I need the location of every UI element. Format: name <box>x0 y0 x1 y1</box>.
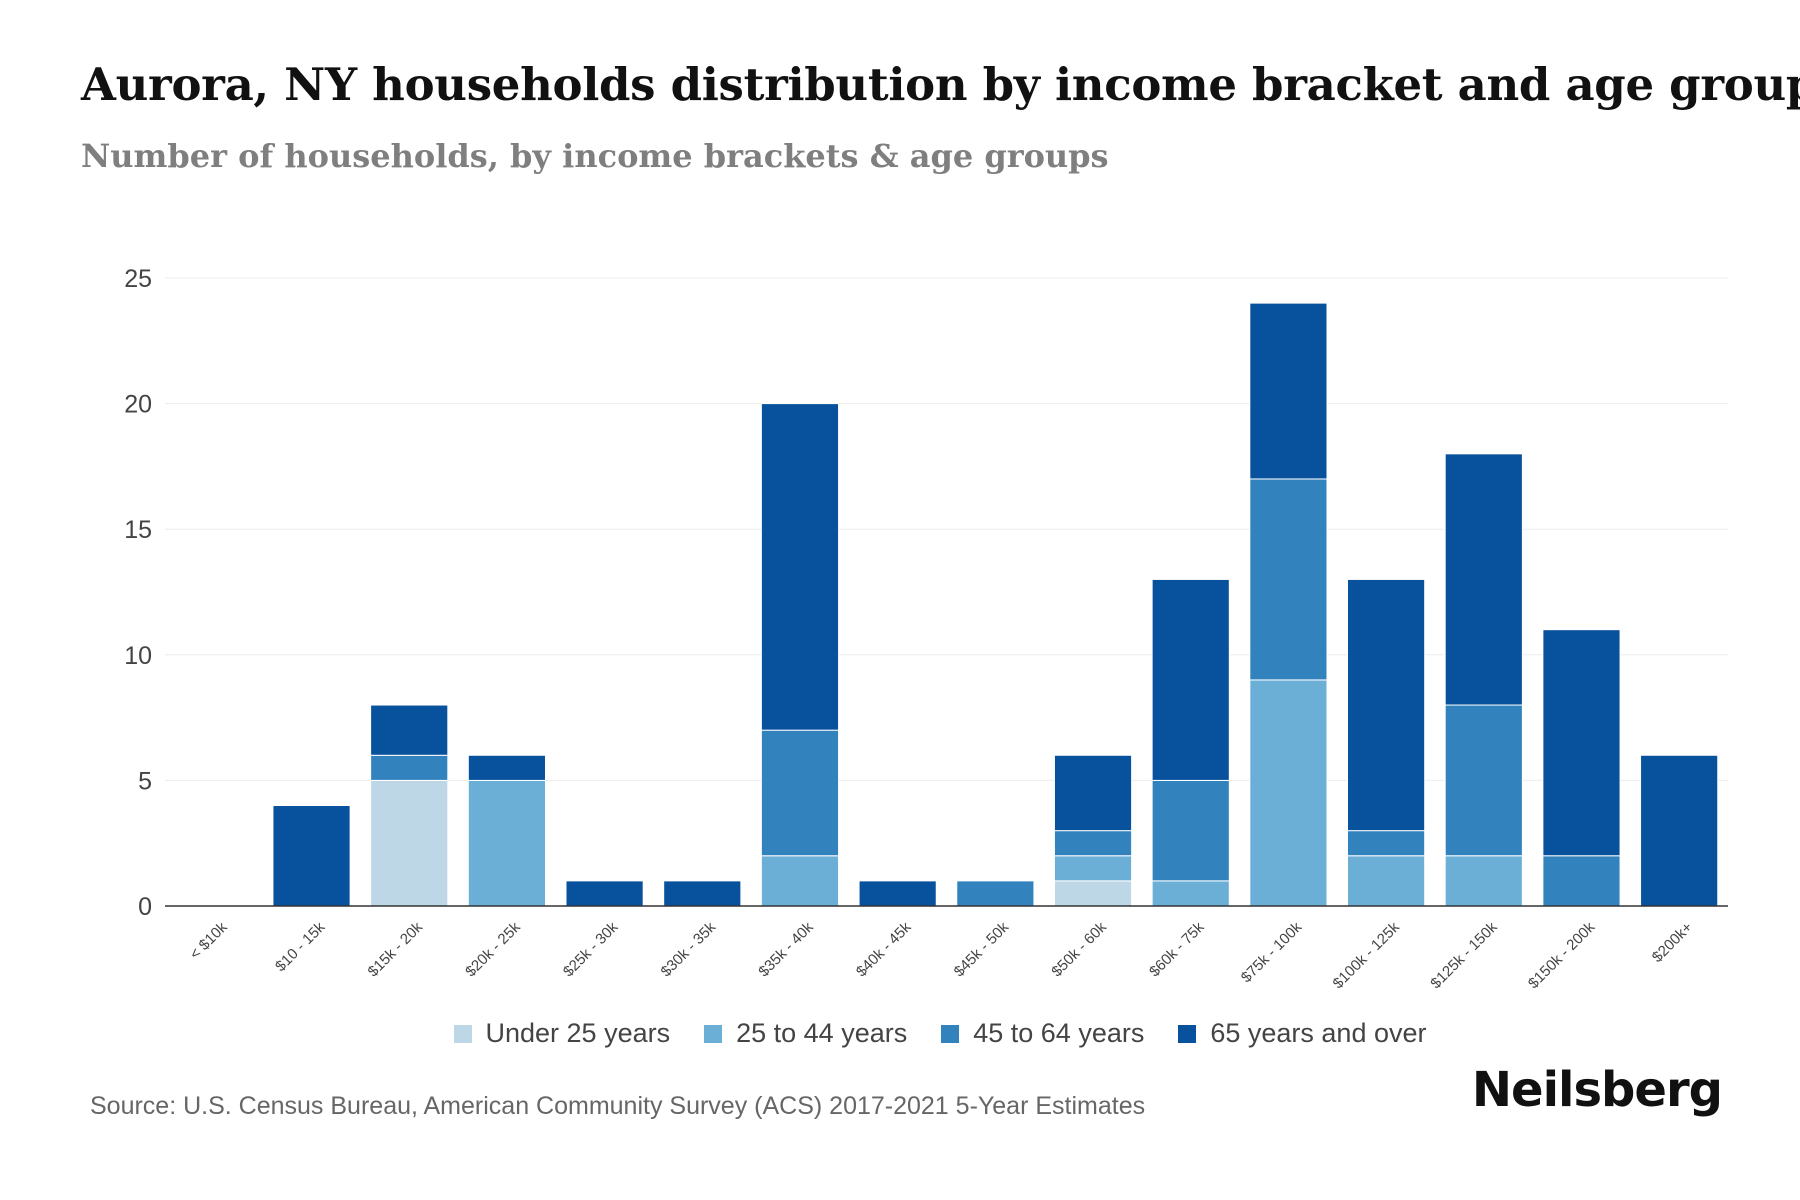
x-tick-label: $125k - 150k <box>1427 918 1501 992</box>
legend-item: Under 25 years <box>453 1018 671 1049</box>
legend-swatch <box>941 1024 960 1043</box>
bar-segment <box>760 855 840 907</box>
bar-segment <box>370 704 449 756</box>
legend-label: Under 25 years <box>485 1018 671 1048</box>
bar-segment <box>370 754 449 781</box>
x-tick-label: $25k - 30k <box>560 918 622 980</box>
bar-segment <box>1640 754 1719 907</box>
source-note: Source: U.S. Census Bureau, American Com… <box>90 1092 1146 1120</box>
bar-segment <box>1347 578 1426 832</box>
legend-item: 25 to 44 years <box>704 1018 907 1049</box>
y-tick-label: 5 <box>138 767 152 795</box>
bar-segment <box>1053 855 1133 882</box>
bar-segment <box>760 729 840 857</box>
x-tick-label: $150k - 200k <box>1525 918 1599 992</box>
bar-segment <box>1347 830 1426 857</box>
bar-segment <box>1249 302 1328 480</box>
y-tick-label: 0 <box>138 893 152 921</box>
bar-segment <box>1151 880 1230 907</box>
y-tick-label: 10 <box>124 642 152 670</box>
bar-segment <box>956 880 1035 907</box>
y-tick-label: 25 <box>124 265 152 293</box>
x-tick-label: $20k - 25k <box>462 918 524 980</box>
bar-segment <box>1444 453 1523 706</box>
chart-title: Aurora, NY households distribution by in… <box>81 58 1800 111</box>
bar-segment <box>1444 855 1523 907</box>
brand-logo: Neilsberg <box>1471 1062 1723 1118</box>
x-tick-label: $10 - 15k <box>272 918 329 975</box>
bar-segment <box>663 880 742 907</box>
legend-label: 65 years and over <box>1210 1018 1427 1048</box>
x-tick-label: < $10k <box>187 918 232 963</box>
bar-segment <box>1542 855 1621 907</box>
x-tick-label: $15k - 20k <box>364 918 426 980</box>
legend-label: 45 to 64 years <box>973 1018 1145 1048</box>
chart-legend: Under 25 years 25 to 44 years 45 to 64 yea… <box>0 1018 1800 1049</box>
bar-segment <box>1542 629 1621 857</box>
legend-swatch <box>704 1024 723 1043</box>
bar-segment <box>1151 578 1230 781</box>
bar-segment <box>1249 478 1328 681</box>
legend-label: 25 to 44 years <box>736 1018 908 1048</box>
x-tick-label: $40k - 45k <box>853 918 915 980</box>
x-tick-label: $50k - 60k <box>1048 918 1110 980</box>
x-tick-label: $200k+ <box>1649 919 1696 966</box>
y-tick-label: 20 <box>124 391 152 419</box>
x-tick-label: $30k - 35k <box>658 918 720 980</box>
bar-segment <box>760 403 840 731</box>
bar-segment <box>467 754 546 781</box>
bar-segment <box>1053 830 1133 857</box>
bar-segment <box>1444 704 1523 857</box>
legend-swatch <box>1178 1024 1197 1043</box>
bar-segment <box>370 779 449 907</box>
legend-item: 45 to 64 years <box>941 1018 1144 1049</box>
legend-item: 65 years and over <box>1178 1018 1427 1049</box>
bar-segment <box>1249 679 1328 907</box>
x-tick-label: $45k - 50k <box>951 918 1013 980</box>
bar-segment <box>1347 855 1426 907</box>
chart-subtitle: Number of households, by income brackets… <box>81 137 1109 175</box>
bar-segment <box>467 779 546 907</box>
bar-segment <box>565 880 644 907</box>
legend-swatch <box>453 1024 472 1043</box>
stacked-bar-chart: 0 5 10 15 20 25 < $10k $10 - 15k $15k - 20k $20k … <box>124 265 1728 992</box>
x-tick-label: $100k - 125k <box>1330 918 1404 992</box>
y-tick-label: 15 <box>124 516 152 544</box>
bar-segment <box>272 805 351 907</box>
bar-segment <box>1151 779 1230 882</box>
bar-segment <box>858 880 937 907</box>
bar-segment <box>1053 880 1133 907</box>
bar-segment <box>1053 754 1133 832</box>
x-tick-label: $75k - 100k <box>1238 918 1306 986</box>
x-tick-label: $60k - 75k <box>1146 918 1208 980</box>
x-tick-label: $35k - 40k <box>755 918 817 980</box>
